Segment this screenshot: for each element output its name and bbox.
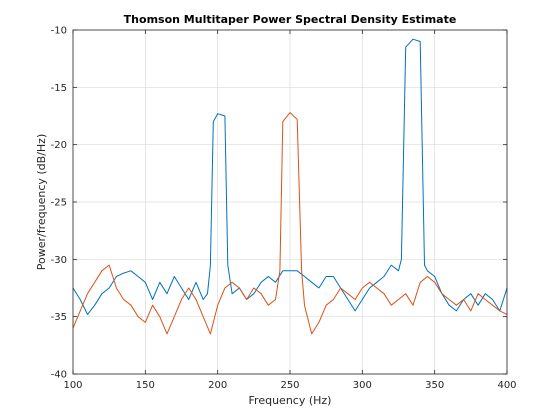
y-tick-label: -25 [51, 198, 67, 209]
x-tick-label: 200 [208, 380, 227, 391]
x-axis-label: Frequency (Hz) [249, 394, 332, 407]
series-line-2 [72, 112, 508, 335]
plot-area [72, 38, 508, 335]
series-line-1 [72, 38, 508, 315]
x-tick-label: 250 [280, 380, 299, 391]
x-tick-label: 100 [63, 380, 82, 391]
y-tick-label: -30 [51, 255, 67, 266]
x-tick-label: 350 [425, 380, 444, 391]
y-tick-label: -35 [51, 312, 67, 323]
y-tick-label: -20 [51, 140, 67, 151]
x-tick-label: 150 [136, 380, 155, 391]
x-tick-label: 300 [353, 380, 372, 391]
axis-ticks: 100 150 200 250 300 350 400 -40 -35 -30 -25 -20 -15 -… [51, 26, 517, 392]
x-tick-label: 400 [497, 380, 516, 391]
y-tick-label: -10 [51, 26, 67, 37]
y-tick-label: -15 [51, 83, 67, 94]
y-axis-label: Power/frequency (dB/Hz) [35, 134, 48, 271]
chart-title: Thomson Multitaper Power Spectral Densit… [124, 13, 457, 26]
y-tick-label: -40 [51, 370, 67, 381]
